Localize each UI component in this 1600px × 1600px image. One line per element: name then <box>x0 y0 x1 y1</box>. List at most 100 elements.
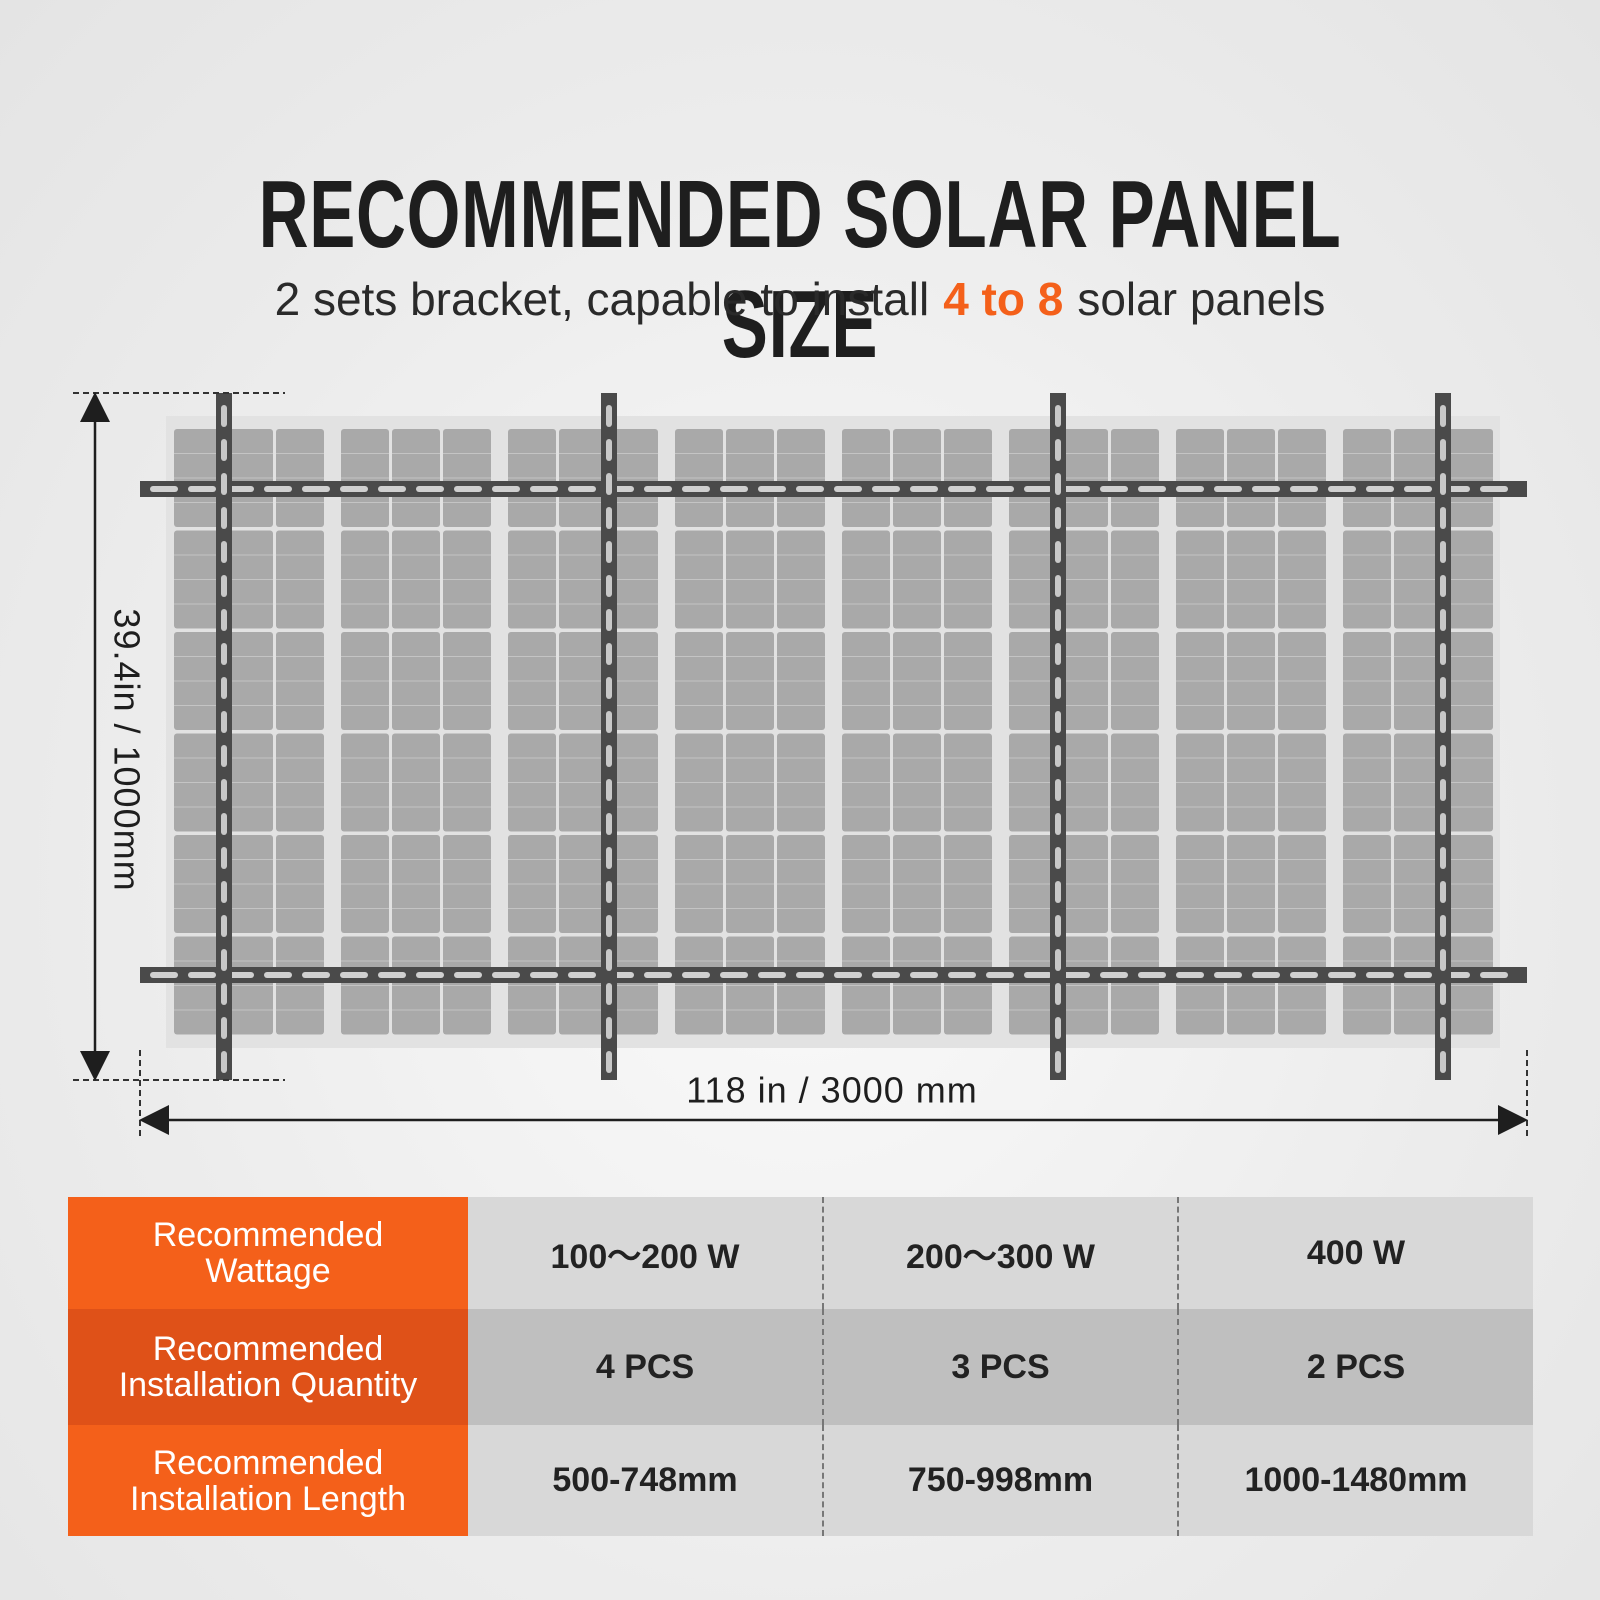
bracket-slot <box>221 609 227 631</box>
rail <box>140 967 1527 983</box>
spec-table: Recommended Wattage 100～200 W 200～300 W 400… <box>68 1197 1533 1536</box>
bracket-slot <box>1055 473 1061 495</box>
bracket-slot <box>221 643 227 665</box>
table-cell: 2 PCS <box>1177 1309 1533 1425</box>
brackets <box>140 393 1527 1080</box>
bracket-slot <box>1055 779 1061 801</box>
rail-slot <box>340 972 368 978</box>
bracket-slot <box>1440 541 1446 563</box>
bracket-slot <box>221 779 227 801</box>
bracket-slot <box>1055 609 1061 631</box>
bracket <box>216 393 232 1080</box>
rail-slot <box>264 972 292 978</box>
rail <box>140 481 1527 497</box>
bracket <box>1435 393 1451 1080</box>
rail-slot <box>948 486 976 492</box>
rail-slot <box>568 486 596 492</box>
rail-slot <box>1290 486 1318 492</box>
rail-slot <box>986 486 1014 492</box>
rail-slot <box>302 486 330 492</box>
rail-slot <box>1290 972 1318 978</box>
bracket-slot <box>221 711 227 733</box>
rail-slot <box>188 486 216 492</box>
bracket-slot <box>221 983 227 1005</box>
bracket-slot <box>606 779 612 801</box>
rail-slot <box>720 486 748 492</box>
rail-slot <box>340 486 368 492</box>
rail-slot <box>454 486 482 492</box>
subtitle-highlight: 4 to 8 <box>943 273 1064 325</box>
rail-slot <box>910 486 938 492</box>
rail-slot <box>1480 486 1508 492</box>
table-cell: 4 PCS <box>468 1309 823 1425</box>
bracket-slot <box>606 745 612 767</box>
rail-slot <box>1404 486 1432 492</box>
rail-slot <box>1366 486 1394 492</box>
rail-slot <box>492 486 520 492</box>
bracket-slot <box>1440 677 1446 699</box>
table-cell: 750-998mm <box>822 1425 1178 1536</box>
bracket-slot <box>1055 881 1061 903</box>
table-cell: 100～200 W <box>468 1197 823 1309</box>
rail-slot <box>1062 972 1090 978</box>
bracket-slot <box>606 813 612 835</box>
rail-slot <box>1214 972 1242 978</box>
bracket-slot <box>606 711 612 733</box>
bracket-slot <box>1440 643 1446 665</box>
rail-slot <box>1062 486 1090 492</box>
title: RECOMMENDED SOLAR PANEL SIZE <box>258 161 1342 378</box>
bracket-slot <box>1440 779 1446 801</box>
table-cell: 500-748mm <box>468 1425 823 1536</box>
bracket-slot <box>606 507 612 529</box>
rail-slot <box>378 486 406 492</box>
bracket-slot <box>1440 1017 1446 1039</box>
bracket-slot <box>221 1051 227 1073</box>
rail-slot <box>1328 972 1356 978</box>
rail-slot <box>1024 486 1052 492</box>
rail-slot <box>720 972 748 978</box>
bracket-slot <box>221 575 227 597</box>
bracket-slot <box>1055 711 1061 733</box>
bracket-slot <box>1055 813 1061 835</box>
rail-slot <box>872 972 900 978</box>
bracket-slot <box>606 847 612 869</box>
rail-slot <box>188 972 216 978</box>
bracket-slot <box>606 881 612 903</box>
table-cell: 400 W <box>1177 1197 1533 1309</box>
row-header: Recommended Installation Length <box>68 1425 468 1536</box>
bracket-slot <box>606 575 612 597</box>
rail-slot <box>1100 972 1128 978</box>
bracket-slot <box>1440 609 1446 631</box>
width-label: 118 in / 3000 mm <box>686 1070 977 1111</box>
bracket-slot <box>606 1051 612 1073</box>
rail-slot <box>1138 486 1166 492</box>
bracket-slot <box>221 405 227 427</box>
bracket-slot <box>1055 983 1061 1005</box>
bracket-slot <box>1055 847 1061 869</box>
rail-slot <box>1138 972 1166 978</box>
height-label: 39.4in / 1000mm <box>106 608 147 891</box>
rail-slot <box>834 972 862 978</box>
bracket-slot <box>1440 405 1446 427</box>
bracket-slot <box>1440 507 1446 529</box>
bracket-slot <box>1055 643 1061 665</box>
bracket-slot <box>221 949 227 971</box>
rail-slot <box>872 486 900 492</box>
rail-slot <box>758 972 786 978</box>
bracket-slot <box>1055 507 1061 529</box>
bracket-slot <box>1055 541 1061 563</box>
rail-slot <box>1366 972 1394 978</box>
rail-slot <box>150 972 178 978</box>
rail-slot <box>264 486 292 492</box>
rail-slot <box>796 972 824 978</box>
subtitle: 2 sets bracket, capable to install 4 to 8… <box>0 272 1600 326</box>
rail-slot <box>948 972 976 978</box>
bracket-slot <box>606 915 612 937</box>
bracket-slot <box>1055 1051 1061 1073</box>
rail-slot <box>834 486 862 492</box>
rail-slot <box>1176 486 1204 492</box>
rail-slot <box>530 486 558 492</box>
rail-slot <box>682 486 710 492</box>
panels <box>174 429 1493 1035</box>
bracket-slot <box>221 813 227 835</box>
